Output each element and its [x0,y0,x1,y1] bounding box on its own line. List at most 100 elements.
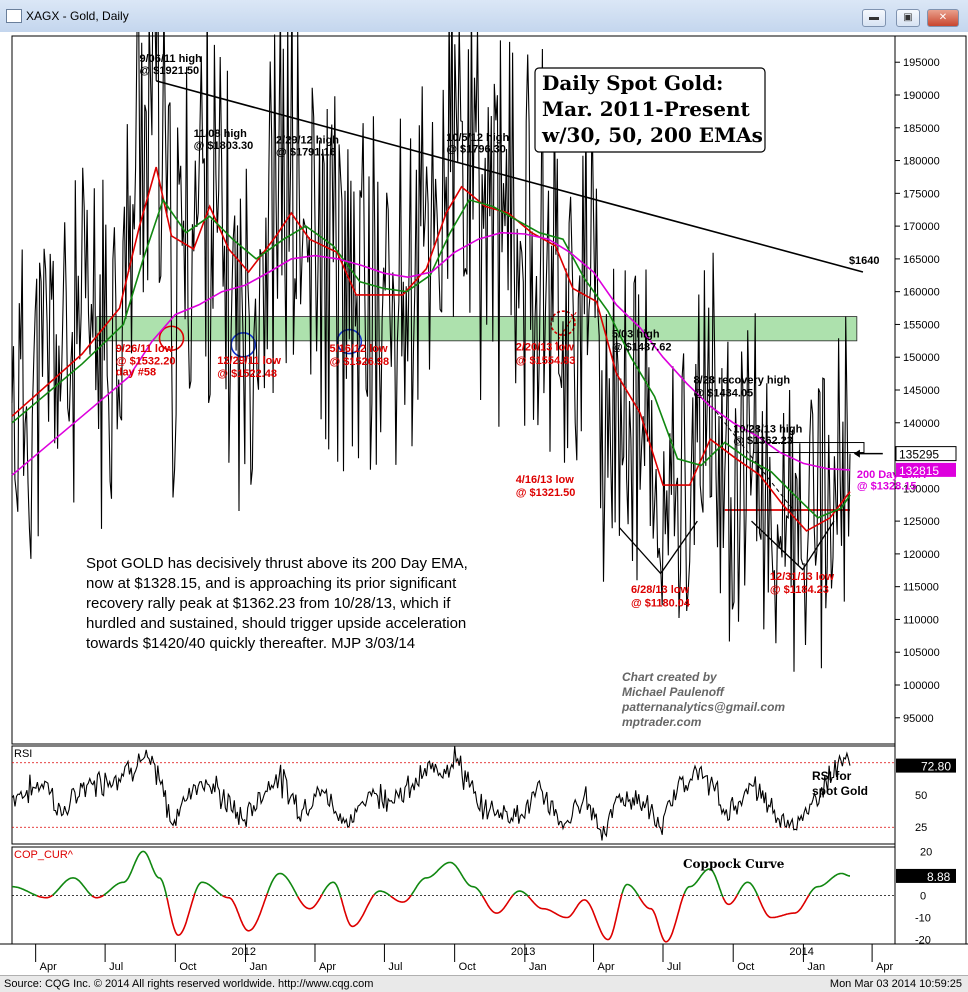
price-tick-label: 140000 [903,418,940,430]
time-tick-label: Apr [40,961,57,973]
coppock-segment [683,868,724,898]
coppock-segment [297,893,323,910]
trendline-label: $1640 [849,255,880,267]
price-annotation: @ $1522.48 [217,368,277,380]
coppock-value-label: 8.88 [927,870,951,884]
chart-title-line: Mar. 2011-Present [542,97,751,121]
commentary-line: hurdled and sustained, should trigger up… [86,615,466,632]
ema200-value-box [896,462,956,477]
price-annotation: 9/26/11 low [116,343,174,355]
coppock-segment [340,893,375,928]
window-titlebar: XAGX - Gold, Daily ▬ ▣ ✕ [0,0,968,33]
price-annotation: @ $1921.50 [139,65,199,77]
coppock-segment [512,890,529,897]
rsi-series-line [11,745,851,841]
app-icon [6,9,22,23]
coppock-segment [373,890,391,897]
last-price-arrowhead [853,449,860,458]
price-annotation: 5/03 high [612,329,660,341]
support-zone [96,316,858,342]
price-annotation: 4/16/13 low [516,474,575,486]
price-annotation: 12/29/11 low [217,355,281,367]
rsi-value-label: 72.80 [921,760,951,774]
price-tick-label: 175000 [903,188,940,200]
coppock-segment [722,894,739,906]
price-tick-label: 145000 [903,385,940,397]
price-tick-label: 115000 [903,582,939,594]
price-tick-label: 160000 [903,287,940,299]
coppock-tick-label: -20 [915,935,931,947]
rsi-tick-label: 50 [915,790,927,802]
price-annotation: day #58 [116,367,156,379]
time-tick-label: Apr [319,961,336,973]
time-tick-label: Jan [529,961,547,973]
price-annotation: @ $1321.50 [516,487,576,499]
price-tick-label: 180000 [903,156,940,168]
price-tick-label: 110000 [903,614,939,626]
price-annotation: @ $1180.04 [631,597,691,609]
coppock-segment [757,894,810,919]
price-annotation: @ $1554.83 [516,355,576,367]
credit-line: Michael Paulenoff [622,685,725,699]
coppock-segment [638,893,685,943]
coppock-panel-title: COP_CUR^ [14,849,74,861]
commentary-line: Spot GOLD has decisively thrust above it… [86,555,468,572]
coppock-segment [481,894,514,914]
year-label: 2013 [511,946,535,958]
rsi-annotation: spot Gold [812,784,868,798]
price-annotation: @ $1526.98 [329,356,389,368]
price-annotation: 8/28 recovery high [694,374,791,386]
price-annotation: 6/28/13 low [631,584,690,596]
time-tick-label: Jan [250,961,268,973]
price-tick-label: 125000 [903,516,940,528]
coppock-segment [12,885,38,897]
price-annotation: 2/29/12 high [276,135,339,147]
coppock-segment [390,894,413,903]
price-annotation: @ $1362.23 [733,435,793,447]
title-box [534,67,766,153]
price-annotation: @ $1434.05 [694,388,754,400]
footer-timestamp: Mon Mar 03 2014 10:59:25 [829,978,962,990]
coppock-segment [410,861,484,897]
price-annotation: @ $1532.20 [116,355,176,367]
credit-line: patternanalytics@gmail.com [621,700,785,714]
price-tick-label: 150000 [903,352,940,364]
time-tick-label: Jul [388,961,402,973]
price-series-price [11,0,851,672]
price-annotation: @ $1803.30 [194,140,254,152]
chart-title-line: Daily Spot Gold: [542,71,723,95]
price-tick-label: 130000 [903,483,940,495]
status-footer: Source: CQG Inc. © 2014 All rights reser… [0,975,968,992]
rsi-panel-title: RSI [14,748,32,760]
time-tick-label: Apr [598,961,615,973]
restore-button[interactable]: ▣ [896,9,920,27]
coppock-segment [321,881,342,898]
price-tick-label: 105000 [903,647,940,659]
time-tick-label: Apr [876,961,893,973]
price-series-ema50 [11,198,851,519]
coppock-tick-label: -10 [915,913,931,925]
price-tick-label: 100000 [903,680,940,692]
commentary-line: now at $1328.15, and is approaching its … [86,575,457,592]
coppock-segment [808,872,850,895]
right-axis-frame [894,35,967,945]
last-price-label: 135295 [899,448,939,462]
price-tick-label: 120000 [903,549,940,561]
price-annotation: @ $1328.15 [857,481,917,493]
minimize-button[interactable]: ▬ [862,9,886,27]
close-button[interactable]: ✕ [927,9,959,27]
coppock-segment [91,894,105,899]
coppock-segment [52,877,93,897]
credit-line: mptrader.com [622,715,702,729]
price-annotation: 2/20/13 low [516,342,575,354]
coppock-segment [222,893,269,932]
coppock-value-box [896,868,956,883]
coppock-segment [36,894,54,899]
price-annotation: 12/31/13 low [770,571,835,583]
coppock-segment [166,892,196,937]
price-annotation: 10/28/13 high [733,424,802,436]
price-annotation: 11/08 high [194,128,247,140]
price-tick-label: 165000 [903,254,940,266]
